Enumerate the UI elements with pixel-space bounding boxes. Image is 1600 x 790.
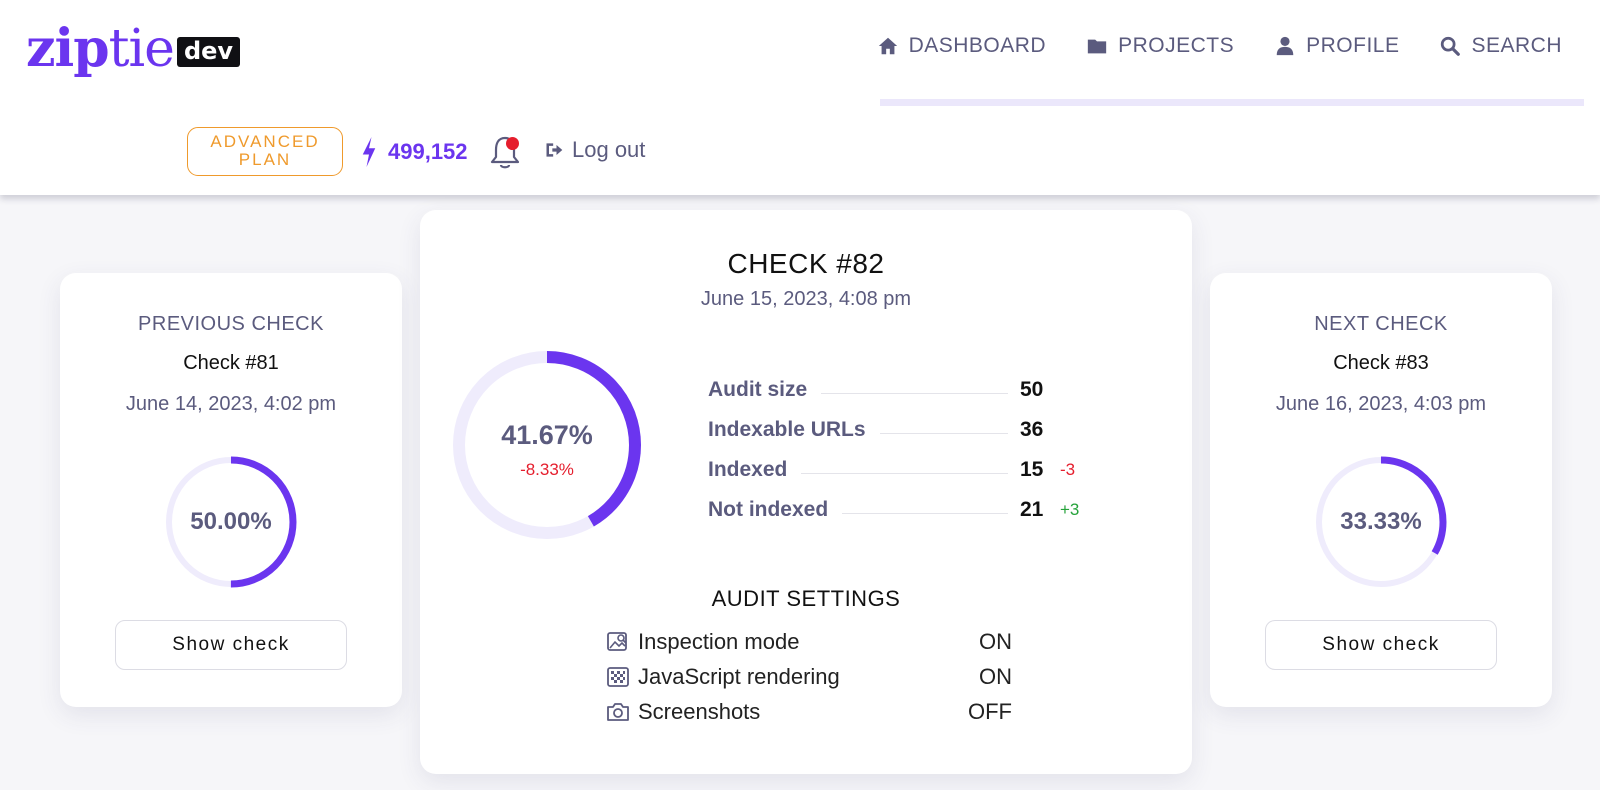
previous-check-ring-chart <box>165 456 297 588</box>
stat-value: 50 <box>1020 378 1044 401</box>
stat-value: 36 <box>1020 418 1044 441</box>
next-check-ring: 33.33% <box>1313 454 1449 590</box>
setting-value: ON <box>979 628 1012 654</box>
lightning-icon <box>362 137 376 167</box>
home-icon <box>878 37 897 55</box>
setting-javascript-rendering: JavaScript rendering ON <box>606 659 1012 694</box>
nav-profile-label: PROFILE <box>1306 34 1400 57</box>
setting-value: OFF <box>968 698 1012 724</box>
logout-icon <box>546 143 563 157</box>
nav-dashboard[interactable]: DASHBOARD <box>877 34 1047 58</box>
nav-profile[interactable]: PROFILE <box>1274 34 1399 58</box>
previous-show-check-button[interactable]: Show check <box>115 620 347 670</box>
setting-label: JavaScript rendering <box>638 663 840 689</box>
credits-balance[interactable]: 499,152 <box>360 137 468 167</box>
nav-dashboard-label: DASHBOARD <box>908 34 1047 57</box>
notifications-button[interactable] <box>488 134 522 170</box>
setting-label: Inspection mode <box>638 628 800 654</box>
stat-leader-line <box>801 472 1008 474</box>
current-check-title: CHECK #82 <box>727 248 885 279</box>
stat-delta: -3 <box>1060 460 1076 479</box>
camera-icon <box>607 702 629 721</box>
stat-row-indexable-urls: Indexable URLs 36 <box>708 410 1108 450</box>
current-check-card: CHECK #82 June 15, 2023, 4:08 pm 41.67% … <box>420 210 1192 774</box>
nav-projects-label: PROJECTS <box>1118 34 1235 57</box>
previous-check-ring: 50.00% <box>163 454 299 590</box>
stat-row-indexed: Indexed 15 -3 <box>708 450 1108 490</box>
stat-label: Not indexed <box>708 498 829 521</box>
logout-link[interactable]: Log out <box>544 137 645 163</box>
next-check-date: June 16, 2023, 4:03 pm <box>1275 393 1487 415</box>
plan-badge-line1: ADVANCED <box>210 132 320 151</box>
audit-settings-list: Inspection mode ON JavaScript rendering … <box>606 624 1012 729</box>
current-check-percent-delta: -8.33% <box>520 460 574 479</box>
current-check-percent: 41.67% <box>501 420 593 450</box>
logout-label: Log out <box>572 137 646 162</box>
current-check-ring-chart <box>453 351 641 539</box>
next-check-ring-chart <box>1315 456 1447 588</box>
ziptie-logo[interactable]: zip tie dev <box>26 18 241 80</box>
setting-label: Screenshots <box>638 698 761 724</box>
next-check-percent: 33.33% <box>1340 508 1422 535</box>
top-header: zip tie dev DASHBOARD PROJECTS PROFILE SEA… <box>0 0 1600 195</box>
ring-progress <box>1315 456 1447 588</box>
stat-value: 15 <box>1020 458 1044 481</box>
audit-settings-title: AUDIT SETTINGS <box>711 586 901 611</box>
stat-row-audit-size: Audit size 50 <box>708 370 1108 410</box>
credits-value: 499,152 <box>388 139 468 164</box>
plan-badge[interactable]: ADVANCED PLAN <box>187 127 343 176</box>
previous-check-heading: PREVIOUS CHECK <box>138 313 324 335</box>
stat-leader-line <box>842 512 1008 514</box>
stat-delta: +3 <box>1060 500 1080 519</box>
next-show-check-button[interactable]: Show check <box>1265 620 1497 670</box>
stats-list: Audit size 50 Indexable URLs 36 Indexed … <box>708 370 1108 530</box>
ring-progress <box>453 351 641 539</box>
stat-leader-line <box>879 432 1008 434</box>
next-check-name: Check #83 <box>1333 352 1429 374</box>
plan-badge-line2: PLAN <box>238 150 292 169</box>
stat-leader-line <box>821 392 1008 394</box>
logo-dev-badge: dev <box>176 37 241 67</box>
stat-label: Indexed <box>708 458 788 481</box>
stat-value: 21 <box>1020 498 1044 521</box>
previous-check-date: June 14, 2023, 4:02 pm <box>125 393 337 415</box>
logo-tie-text: tie <box>108 19 175 79</box>
main-nav: DASHBOARD PROJECTS PROFILE SEARCH <box>877 34 1562 58</box>
setting-inspection-mode: Inspection mode ON <box>606 624 1012 659</box>
previous-check-name: Check #81 <box>183 352 279 374</box>
nav-projects[interactable]: PROJECTS <box>1086 34 1234 58</box>
previous-check-percent: 50.00% <box>190 508 272 535</box>
logo-zip-text: zip <box>26 18 110 79</box>
folder-icon <box>1087 39 1107 54</box>
stat-label: Audit size <box>708 378 808 401</box>
next-check-card: NEXT CHECK Check #83 June 16, 2023, 4:03… <box>1210 273 1552 707</box>
ring-progress <box>165 456 297 588</box>
next-check-heading: NEXT CHECK <box>1314 313 1448 335</box>
previous-check-card: PREVIOUS CHECK Check #81 June 14, 2023, … <box>60 273 402 707</box>
checkerboard-icon <box>607 666 629 687</box>
setting-screenshots: Screenshots OFF <box>606 694 1012 729</box>
user-icon <box>1276 36 1294 56</box>
current-check-date: June 15, 2023, 4:08 pm <box>700 288 912 310</box>
current-check-ring: 41.67% -8.33% <box>450 348 644 542</box>
stat-row-not-indexed: Not indexed 21 +3 <box>708 490 1108 530</box>
notification-dot <box>506 137 519 150</box>
nav-search[interactable]: SEARCH <box>1439 34 1562 58</box>
setting-value: ON <box>979 663 1012 689</box>
image-search-icon <box>607 631 627 651</box>
nav-search-label: SEARCH <box>1471 34 1562 57</box>
nav-active-indicator <box>880 99 1584 106</box>
search-icon <box>1441 36 1461 56</box>
stat-label: Indexable URLs <box>708 418 866 441</box>
